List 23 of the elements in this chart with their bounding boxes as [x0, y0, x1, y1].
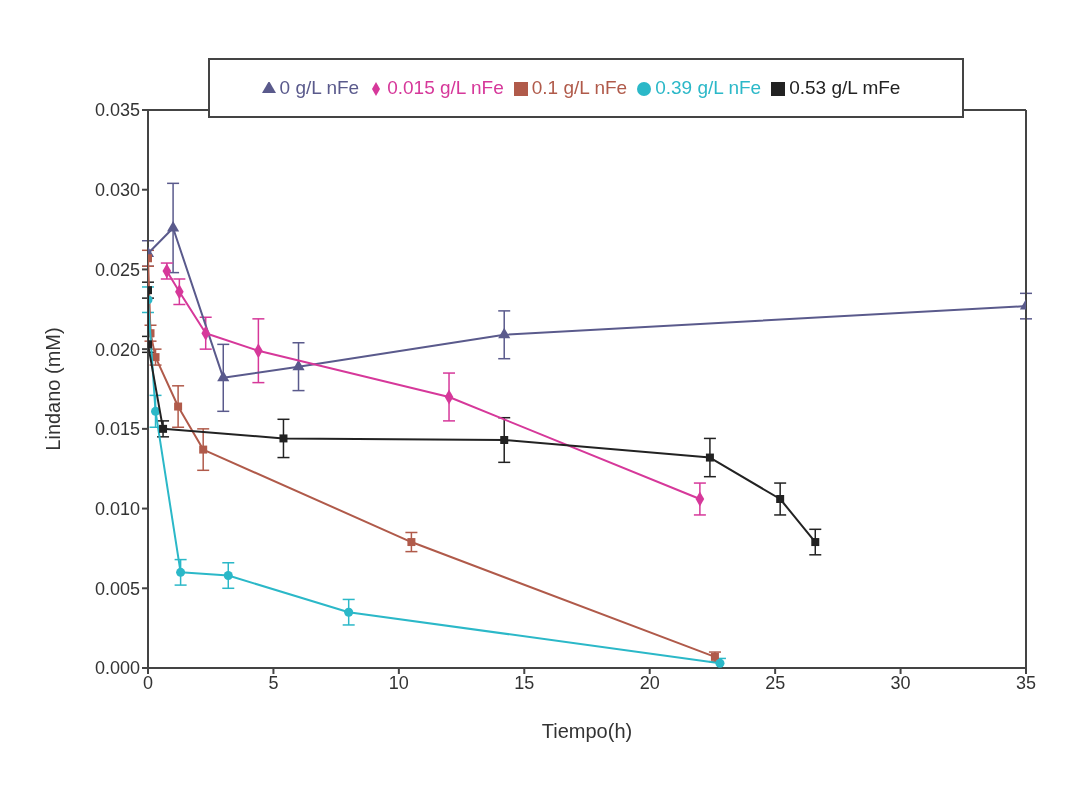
- legend-label: 0.53 g/L mFe: [789, 77, 901, 98]
- legend-label: 0 g/L nFe: [279, 77, 360, 98]
- y-tick-label: 0.005: [94, 578, 140, 599]
- y-tick-label: 0.010: [94, 498, 140, 519]
- legend-label: 0.1 g/L nFe: [531, 77, 628, 98]
- y-tick-label: 0.020: [94, 339, 140, 360]
- y-axis-title: Lindano (mM): [42, 327, 65, 451]
- x-tick-label: 0: [142, 672, 154, 693]
- y-tick-label: 0.035: [94, 100, 140, 121]
- y-tick-label: 0.015: [94, 419, 140, 440]
- x-tick-label: 20: [639, 672, 660, 693]
- x-tick-label: 25: [765, 672, 786, 693]
- x-tick-label: 30: [890, 672, 911, 693]
- x-tick-label: 10: [388, 672, 409, 693]
- legend-label: 0.015 g/L nFe: [387, 77, 504, 98]
- legend-label: 0.39 g/L nFe: [655, 77, 762, 98]
- x-axis-title: Tiempo(h): [541, 720, 633, 742]
- x-tick-label: 5: [268, 672, 279, 693]
- y-tick-label: 0.025: [94, 259, 140, 280]
- y-tick-label: 0.030: [94, 180, 140, 201]
- x-tick-label: 35: [1015, 672, 1037, 693]
- y-tick-label: 0.000: [94, 658, 140, 679]
- x-tick-label: 15: [514, 672, 535, 693]
